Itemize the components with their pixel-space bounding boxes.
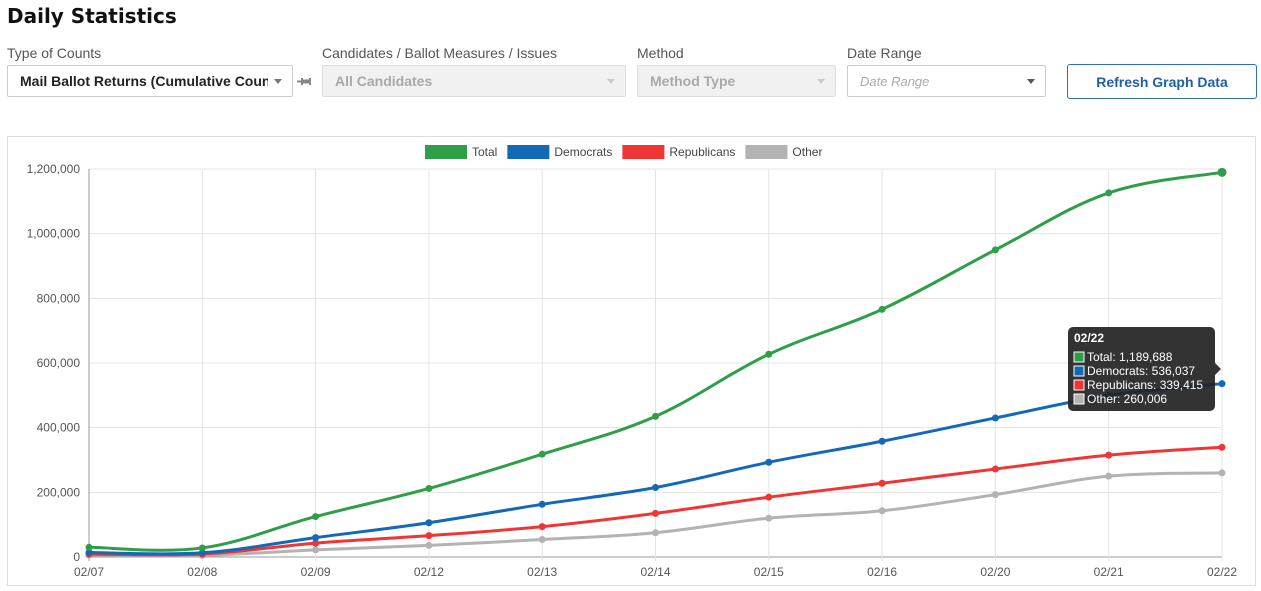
x-tick-label: 02/14 bbox=[640, 565, 670, 579]
data-point-republicans[interactable] bbox=[991, 465, 999, 473]
method-label: Method bbox=[637, 45, 684, 61]
data-point-total[interactable] bbox=[1105, 189, 1113, 197]
x-tick-label: 02/08 bbox=[187, 565, 217, 579]
refresh-graph-button[interactable]: Refresh Graph Data bbox=[1067, 64, 1257, 99]
y-tick-label: 1,200,000 bbox=[27, 162, 81, 176]
data-point-total[interactable] bbox=[878, 305, 886, 313]
data-point-other[interactable] bbox=[765, 514, 773, 522]
data-point-other[interactable] bbox=[538, 536, 546, 544]
type-of-counts-label: Type of Counts bbox=[7, 45, 102, 61]
x-tick-label: 02/15 bbox=[754, 565, 784, 579]
x-tick-label: 02/12 bbox=[414, 565, 444, 579]
data-point-democrats[interactable] bbox=[878, 437, 886, 445]
tooltip-title: 02/22 bbox=[1074, 331, 1104, 345]
data-point-other[interactable] bbox=[425, 541, 433, 549]
date-range-label: Date Range bbox=[847, 45, 922, 61]
data-point-democrats[interactable] bbox=[312, 534, 320, 542]
data-point-total[interactable] bbox=[991, 246, 999, 254]
date-range-placeholder: Date Range bbox=[860, 73, 930, 89]
data-point-democrats[interactable] bbox=[538, 500, 546, 508]
tooltip bbox=[1068, 327, 1215, 411]
chevron-down-icon bbox=[1027, 78, 1035, 84]
method-value: Method Type bbox=[650, 73, 736, 89]
data-point-democrats[interactable] bbox=[85, 548, 93, 556]
data-point-republicans[interactable] bbox=[765, 493, 773, 501]
x-tick-label: 02/13 bbox=[527, 565, 557, 579]
data-point-republicans[interactable] bbox=[425, 532, 433, 540]
data-point-other[interactable] bbox=[1218, 469, 1226, 477]
chart-container bbox=[7, 136, 1256, 586]
tooltip-row: Other: 260,006 bbox=[1087, 392, 1167, 406]
tooltip-swatch bbox=[1073, 351, 1085, 363]
data-point-republicans[interactable] bbox=[1105, 451, 1113, 459]
x-tick-label: 02/20 bbox=[980, 565, 1010, 579]
type-of-counts-value: Mail Ballot Returns (Cumulative Counts) bbox=[20, 73, 268, 89]
legend-swatch[interactable] bbox=[507, 145, 550, 159]
data-point-other[interactable] bbox=[312, 546, 320, 554]
data-point-total[interactable] bbox=[425, 484, 433, 492]
candidates-label: Candidates / Ballot Measures / Issues bbox=[322, 45, 558, 61]
legend-swatch[interactable] bbox=[622, 145, 665, 159]
data-point-democrats[interactable] bbox=[765, 458, 773, 466]
data-point-total[interactable] bbox=[538, 450, 546, 458]
tooltip-caret bbox=[1215, 363, 1221, 375]
legend-swatch[interactable] bbox=[745, 145, 788, 159]
candidates-select[interactable]: All Candidates bbox=[322, 65, 626, 97]
pin-icon[interactable] bbox=[297, 77, 311, 86]
x-tick-label: 02/16 bbox=[867, 565, 897, 579]
data-point-democrats[interactable] bbox=[425, 519, 433, 527]
candidates-value: All Candidates bbox=[335, 73, 433, 89]
method-select[interactable]: Method Type bbox=[637, 65, 836, 97]
y-tick-label: 600,000 bbox=[37, 356, 81, 370]
y-tick-label: 800,000 bbox=[37, 291, 81, 305]
data-point-republicans[interactable] bbox=[878, 479, 886, 487]
chevron-down-icon bbox=[817, 78, 825, 84]
data-point-other[interactable] bbox=[991, 491, 999, 499]
data-point-total[interactable] bbox=[652, 412, 659, 420]
data-point-republicans[interactable] bbox=[1218, 443, 1226, 451]
data-point-other[interactable] bbox=[652, 529, 659, 537]
data-point-total[interactable] bbox=[765, 350, 773, 358]
data-point-total[interactable] bbox=[312, 513, 320, 521]
data-point-republicans[interactable] bbox=[652, 509, 659, 517]
x-tick-label: 02/09 bbox=[301, 565, 331, 579]
data-point-total[interactable] bbox=[85, 543, 93, 551]
legend-label[interactable]: Total bbox=[472, 145, 497, 159]
chevron-down-icon bbox=[607, 78, 615, 84]
series-line-total bbox=[88, 170, 1223, 552]
data-point-other[interactable] bbox=[878, 507, 886, 515]
type-of-counts-select[interactable]: Mail Ballot Returns (Cumulative Counts) bbox=[7, 65, 293, 97]
x-tick-label: 02/07 bbox=[74, 565, 104, 579]
y-tick-label: 400,000 bbox=[37, 421, 81, 435]
data-point-total[interactable] bbox=[1217, 167, 1227, 177]
data-point-democrats[interactable] bbox=[991, 414, 999, 422]
data-point-democrats[interactable] bbox=[1218, 380, 1226, 388]
data-point-democrats[interactable] bbox=[198, 549, 206, 557]
data-point-democrats[interactable] bbox=[652, 483, 659, 491]
data-point-republicans[interactable] bbox=[538, 523, 546, 531]
tooltip-row: Total: 1,189,688 bbox=[1087, 350, 1173, 364]
x-tick-label: 02/21 bbox=[1094, 565, 1124, 579]
y-tick-label: 200,000 bbox=[37, 485, 81, 499]
y-tick-label: 0 bbox=[73, 550, 80, 564]
chevron-down-icon bbox=[274, 78, 282, 84]
legend-label[interactable]: Democrats bbox=[554, 145, 612, 159]
date-range-select[interactable]: Date Range bbox=[847, 65, 1046, 97]
x-tick-label: 02/22 bbox=[1207, 565, 1237, 579]
data-point-other[interactable] bbox=[1105, 472, 1113, 480]
data-point-republicans[interactable] bbox=[312, 539, 320, 547]
tooltip-swatch bbox=[1073, 379, 1085, 391]
legend-swatch[interactable] bbox=[425, 145, 467, 159]
y-tick-label: 1,000,000 bbox=[27, 227, 81, 241]
tooltip-row: Democrats: 536,037 bbox=[1087, 364, 1195, 378]
legend-label[interactable]: Other bbox=[792, 145, 822, 159]
data-point-total[interactable] bbox=[198, 544, 206, 552]
tooltip-row: Republicans: 339,415 bbox=[1087, 378, 1203, 392]
tooltip-swatch bbox=[1073, 365, 1085, 377]
page-title: Daily Statistics bbox=[7, 4, 177, 28]
tooltip-swatch bbox=[1073, 393, 1085, 405]
legend-label[interactable]: Republicans bbox=[669, 145, 735, 159]
